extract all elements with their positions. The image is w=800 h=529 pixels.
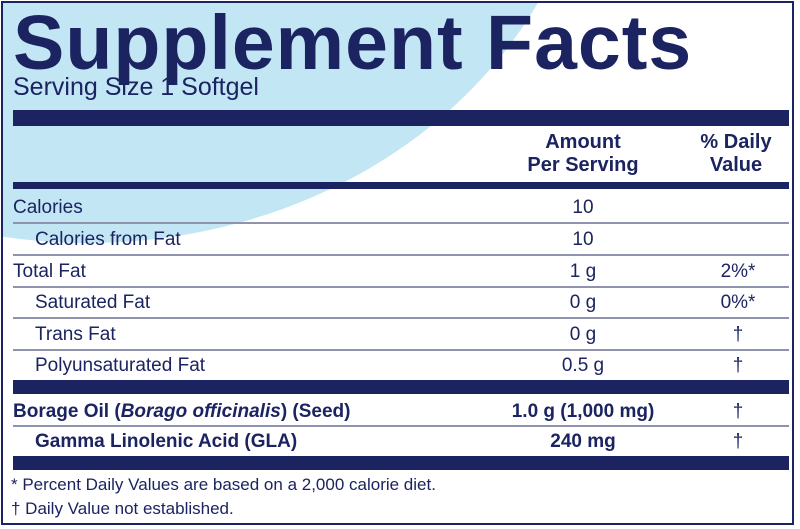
thick-divider — [13, 380, 789, 394]
footnote-percent-dv: * Percent Daily Values are based on a 2,… — [11, 475, 436, 494]
row-amount: 0.5 g — [561, 355, 605, 376]
dv-header-line2: Value — [709, 154, 763, 176]
row-name: Total Fat — [13, 261, 86, 282]
row-name: Calories — [13, 197, 83, 218]
ingredient-dv: † — [732, 401, 744, 422]
dv-header: % Daily Value — [681, 131, 791, 177]
row-name: Calories from Fat — [35, 229, 181, 250]
row-name: Saturated Fat — [35, 292, 151, 313]
row-name: Trans Fat — [35, 324, 116, 345]
thick-divider — [13, 110, 789, 126]
row-dv: 2%* — [720, 261, 756, 282]
ingredient-name: Gamma Linolenic Acid (GLA) — [35, 431, 298, 452]
panel-title: Supplement Facts — [13, 1, 693, 86]
amount-header-line2: Per Serving — [527, 154, 639, 176]
row-amount: 0 g — [569, 292, 597, 313]
row-divider — [13, 222, 789, 224]
row-amount: 10 — [572, 229, 594, 250]
ingredient-latin-name: Borago officinalis — [120, 401, 281, 422]
ingredient-name-suffix: ) (Seed) — [280, 401, 351, 422]
amount-header: Amount Per Serving — [483, 131, 683, 177]
row-divider — [13, 254, 789, 256]
row-dv: † — [732, 324, 744, 345]
ingredient-amount: 240 mg — [550, 431, 616, 452]
thick-divider — [13, 456, 789, 470]
row-dv: † — [732, 355, 744, 376]
row-amount: 10 — [572, 197, 594, 218]
ingredient-name: Borage Oil (Borago officinalis) (Seed) — [13, 401, 351, 423]
serving-size: Serving Size 1 Softgel — [13, 73, 259, 101]
ingredient-amount: 1.0 g (1,000 mg) — [511, 401, 655, 422]
row-amount: 0 g — [569, 324, 597, 345]
row-dv: 0%* — [720, 292, 756, 313]
footnote-dv-not-established: † Daily Value not established. — [11, 499, 234, 518]
amount-header-line1: Amount — [545, 131, 621, 153]
row-divider — [13, 349, 789, 351]
row-amount: 1 g — [569, 261, 597, 282]
ingredient-dv: † — [732, 431, 744, 452]
row-name: Polyunsaturated Fat — [35, 355, 206, 376]
row-divider — [13, 317, 789, 319]
ingredient-name-prefix: Borage Oil ( — [13, 401, 121, 422]
medium-divider — [13, 182, 789, 189]
dv-header-line1: % Daily — [700, 131, 772, 153]
row-divider — [13, 286, 789, 288]
row-divider — [13, 425, 789, 427]
